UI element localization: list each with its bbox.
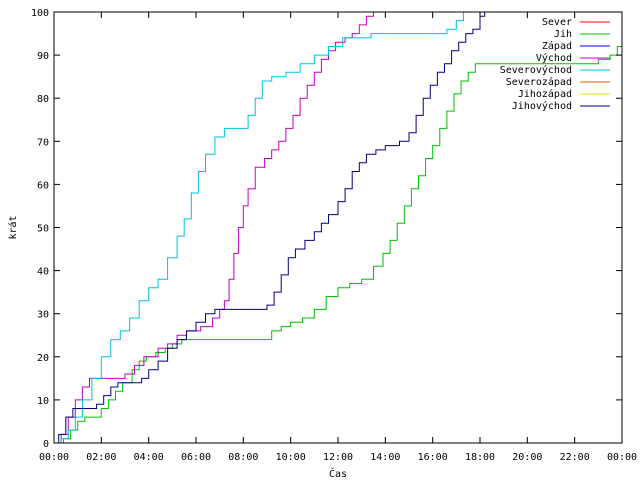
x-tick-label: 00:00: [607, 452, 637, 463]
ticks-layer: 0 10 20 30 40 50 60 70 80 90 100 00:00 02:00 04:00 06:…: [31, 8, 637, 463]
y-tick-label: 80: [37, 94, 49, 105]
x-tick-label: 06:00: [181, 452, 211, 463]
x-tick-label: 22:00: [560, 452, 590, 463]
y-tick-label: 60: [37, 180, 49, 191]
legend-label: Sever: [542, 17, 572, 28]
y-tick-label: 100: [31, 8, 49, 19]
series-layer: [54, 12, 622, 443]
y-axis-label: krát: [7, 215, 19, 239]
series-line-4: [54, 12, 471, 443]
legend: SeverJihZápadVýchodSeverovýchodSeverozáp…: [500, 17, 610, 112]
x-tick-label: 02:00: [86, 452, 116, 463]
x-tick-label: 10:00: [276, 452, 306, 463]
legend-label: Jihovýchod: [512, 100, 572, 112]
x-tick-label: 14:00: [370, 452, 400, 463]
legend-label: Severozápad: [506, 76, 572, 88]
x-axis-label: Čas: [329, 467, 347, 480]
x-tick-label: 18:00: [465, 452, 495, 463]
x-tick-label: 08:00: [228, 452, 258, 463]
y-tick-label: 50: [37, 224, 49, 235]
series-line-1: [54, 46, 622, 443]
legend-label: Západ: [542, 40, 572, 52]
x-tick-label: 00:00: [39, 452, 69, 463]
y-tick-label: 40: [37, 267, 49, 278]
y-tick-label: 0: [43, 439, 49, 450]
x-tick-label: 20:00: [512, 452, 542, 463]
legend-label: Jihozápad: [518, 88, 572, 100]
series-line-3: [54, 12, 374, 443]
y-tick-label: 20: [37, 353, 49, 364]
y-tick-label: 30: [37, 310, 49, 321]
legend-label: Jih: [554, 29, 572, 40]
y-tick-label: 90: [37, 51, 49, 62]
legend-label: Severovýchod: [500, 64, 572, 76]
y-tick-label: 10: [37, 396, 49, 407]
x-tick-label: 16:00: [418, 452, 448, 463]
y-tick-label: 70: [37, 137, 49, 148]
x-tick-label: 04:00: [134, 452, 164, 463]
x-tick-label: 12:00: [323, 452, 353, 463]
series-line-7: [54, 12, 486, 443]
legend-label: Východ: [536, 52, 572, 64]
